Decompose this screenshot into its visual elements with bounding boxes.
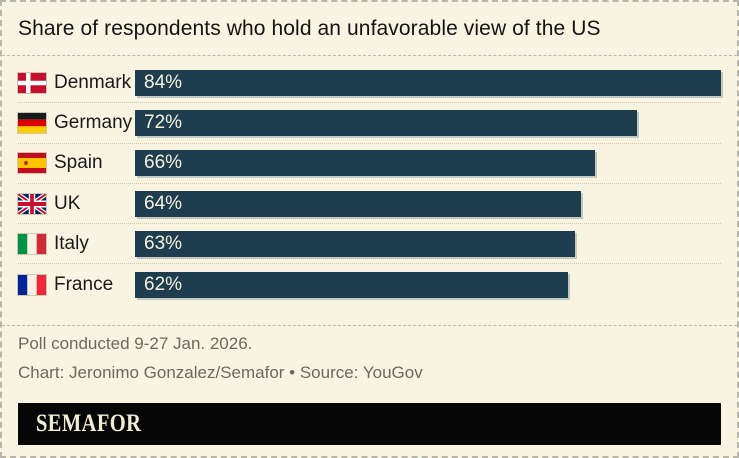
bar-value-label: 64%	[144, 192, 183, 214]
bar-track: 66%	[135, 150, 721, 177]
bar-track: 63%	[135, 230, 721, 257]
bar-row: Italy 63%	[18, 224, 721, 265]
title-divider	[2, 55, 737, 56]
bar: 62%	[135, 271, 568, 298]
bar-value-label: 63%	[144, 232, 183, 254]
row-label: Italy	[18, 233, 135, 255]
bar: 63%	[135, 230, 575, 257]
semafor-logo-bar: SEMAFOR	[18, 402, 721, 445]
chart-title: Share of respondents who hold an unfavor…	[18, 17, 601, 40]
bar-value-label: 62%	[144, 273, 183, 295]
bar-chart: Denmark 84% Germany 72% Spain 66% UK 64% Italy 63…	[18, 56, 721, 305]
bar-row: Germany 72%	[18, 103, 721, 144]
country-label: Italy	[54, 232, 89, 254]
row-label: UK	[18, 193, 135, 215]
spain-flag-icon	[18, 153, 46, 174]
bar-row: France 62%	[18, 264, 721, 304]
bar-track: 62%	[135, 271, 721, 298]
country-label: Denmark	[54, 71, 132, 93]
row-label: Spain	[18, 152, 135, 174]
poll-note: Poll conducted 9-27 Jan. 2026.	[18, 333, 253, 353]
bar-track: 64%	[135, 190, 721, 217]
bar: 84%	[135, 69, 721, 96]
bar: 66%	[135, 150, 596, 177]
bar-track: 84%	[135, 69, 721, 96]
bar-row: UK 64%	[18, 184, 721, 225]
bar-value-label: 66%	[144, 152, 183, 174]
bar-value-label: 72%	[144, 111, 183, 133]
semafor-logo: SEMAFOR	[36, 409, 142, 437]
row-label: France	[18, 274, 135, 296]
bar-row: Spain 66%	[18, 144, 721, 184]
denmark-flag-icon	[18, 72, 46, 93]
row-label: Germany	[18, 112, 135, 134]
uk-flag-icon	[18, 193, 46, 214]
bar: 64%	[135, 190, 582, 217]
country-label: France	[54, 273, 114, 295]
france-flag-icon	[18, 274, 46, 295]
country-label: Germany	[54, 111, 133, 133]
country-label: UK	[54, 192, 81, 214]
chart-footer: Poll conducted 9-27 Jan. 2026. Chart: Je…	[18, 334, 721, 383]
bar-row: Denmark 84%	[18, 63, 721, 104]
country-label: Spain	[54, 152, 103, 174]
chart-credit: Chart: Jeronimo Gonzalez/Semafor • Sourc…	[18, 362, 423, 382]
bar-track: 72%	[135, 109, 721, 136]
bar: 72%	[135, 109, 638, 136]
germany-flag-icon	[18, 112, 46, 133]
italy-flag-icon	[18, 233, 46, 254]
footer-divider	[2, 324, 737, 326]
bar-value-label: 84%	[144, 71, 183, 93]
row-label: Denmark	[18, 72, 135, 94]
